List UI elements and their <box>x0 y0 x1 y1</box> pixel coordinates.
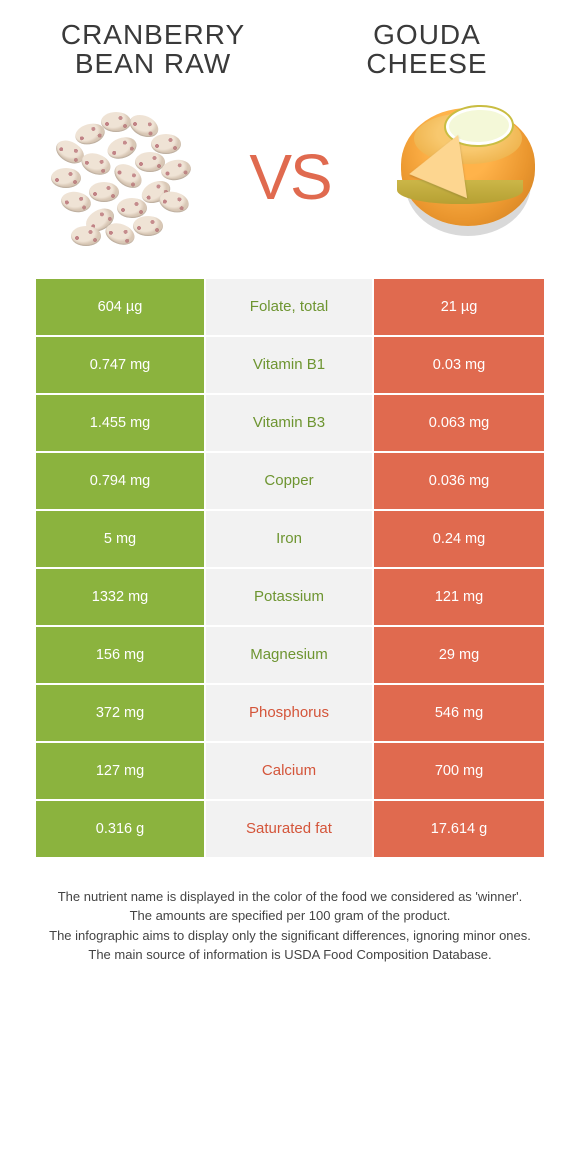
nutrient-label: Vitamin B1 <box>253 356 325 373</box>
titles-row: CRANBERRY BEAN RAW GOUDA CHEESE <box>36 20 544 79</box>
nutrient-label: Vitamin B3 <box>253 414 325 431</box>
right-value-cell: 0.24 mg <box>374 511 544 567</box>
left-value-cell: 5 mg <box>36 511 206 567</box>
table-row: 1.455 mg Vitamin B3 0.063 mg <box>36 395 544 453</box>
note-line-3: The infographic aims to display only the… <box>42 926 538 946</box>
nutrient-label: Iron <box>276 530 302 547</box>
table-row: 156 mg Magnesium 29 mg <box>36 627 544 685</box>
nutrient-label-cell: Vitamin B3 <box>206 395 374 451</box>
nutrient-label-cell: Copper <box>206 453 374 509</box>
table-row: 0.794 mg Copper 0.036 mg <box>36 453 544 511</box>
left-value-cell: 0.794 mg <box>36 453 206 509</box>
left-value-cell: 127 mg <box>36 743 206 799</box>
nutrient-label: Potassium <box>254 588 324 605</box>
right-value-cell: 0.036 mg <box>374 453 544 509</box>
comparison-table: 604 µg Folate, total 21 µg 0.747 mg Vitamin … <box>36 279 544 859</box>
left-value-cell: 604 µg <box>36 279 206 335</box>
table-row: 372 mg Phosphorus 546 mg <box>36 685 544 743</box>
note-line-2: The amounts are specified per 100 gram o… <box>42 906 538 926</box>
right-value-cell: 21 µg <box>374 279 544 335</box>
right-value-cell: 0.03 mg <box>374 337 544 393</box>
cranberry-beans-icon <box>41 102 201 252</box>
left-value-cell: 1332 mg <box>36 569 206 625</box>
left-title-line1: CRANBERRY <box>61 19 245 50</box>
table-row: 127 mg Calcium 700 mg <box>36 743 544 801</box>
left-value-cell: 372 mg <box>36 685 206 741</box>
nutrient-label-cell: Vitamin B1 <box>206 337 374 393</box>
nutrient-label: Phosphorus <box>249 704 329 721</box>
right-value-cell: 700 mg <box>374 743 544 799</box>
table-row: 604 µg Folate, total 21 µg <box>36 279 544 337</box>
nutrient-label: Calcium <box>262 762 316 779</box>
right-value-cell: 121 mg <box>374 569 544 625</box>
gouda-cheese-icon <box>379 102 539 252</box>
hero-row: VS <box>36 97 544 257</box>
table-row: 0.747 mg Vitamin B1 0.03 mg <box>36 337 544 395</box>
nutrient-label-cell: Folate, total <box>206 279 374 335</box>
nutrient-label: Folate, total <box>250 298 328 315</box>
left-title-line2: BEAN RAW <box>75 48 231 79</box>
right-title-line2: CHEESE <box>366 48 487 79</box>
left-food-image <box>36 97 206 257</box>
table-row: 1332 mg Potassium 121 mg <box>36 569 544 627</box>
footer-notes: The nutrient name is displayed in the co… <box>36 887 544 965</box>
nutrient-label-cell: Potassium <box>206 569 374 625</box>
right-value-cell: 0.063 mg <box>374 395 544 451</box>
note-line-4: The main source of information is USDA F… <box>42 945 538 965</box>
right-value-cell: 17.614 g <box>374 801 544 857</box>
infographic-page: CRANBERRY BEAN RAW GOUDA CHEESE VS <box>0 0 580 965</box>
nutrient-label-cell: Saturated fat <box>206 801 374 857</box>
left-value-cell: 0.316 g <box>36 801 206 857</box>
left-value-cell: 1.455 mg <box>36 395 206 451</box>
nutrient-label: Magnesium <box>250 646 328 663</box>
left-value-cell: 0.747 mg <box>36 337 206 393</box>
left-food-title: CRANBERRY BEAN RAW <box>36 20 270 79</box>
left-value-cell: 156 mg <box>36 627 206 683</box>
nutrient-label: Saturated fat <box>246 820 332 837</box>
table-row: 5 mg Iron 0.24 mg <box>36 511 544 569</box>
nutrient-label-cell: Phosphorus <box>206 685 374 741</box>
vs-label: VS <box>249 140 330 214</box>
right-title-line1: GOUDA <box>373 19 481 50</box>
right-value-cell: 29 mg <box>374 627 544 683</box>
right-value-cell: 546 mg <box>374 685 544 741</box>
table-row: 0.316 g Saturated fat 17.614 g <box>36 801 544 859</box>
nutrient-label: Copper <box>264 472 313 489</box>
right-food-image <box>374 97 544 257</box>
nutrient-label-cell: Magnesium <box>206 627 374 683</box>
nutrient-label-cell: Calcium <box>206 743 374 799</box>
right-food-title: GOUDA CHEESE <box>310 20 544 79</box>
nutrient-label-cell: Iron <box>206 511 374 567</box>
note-line-1: The nutrient name is displayed in the co… <box>42 887 538 907</box>
